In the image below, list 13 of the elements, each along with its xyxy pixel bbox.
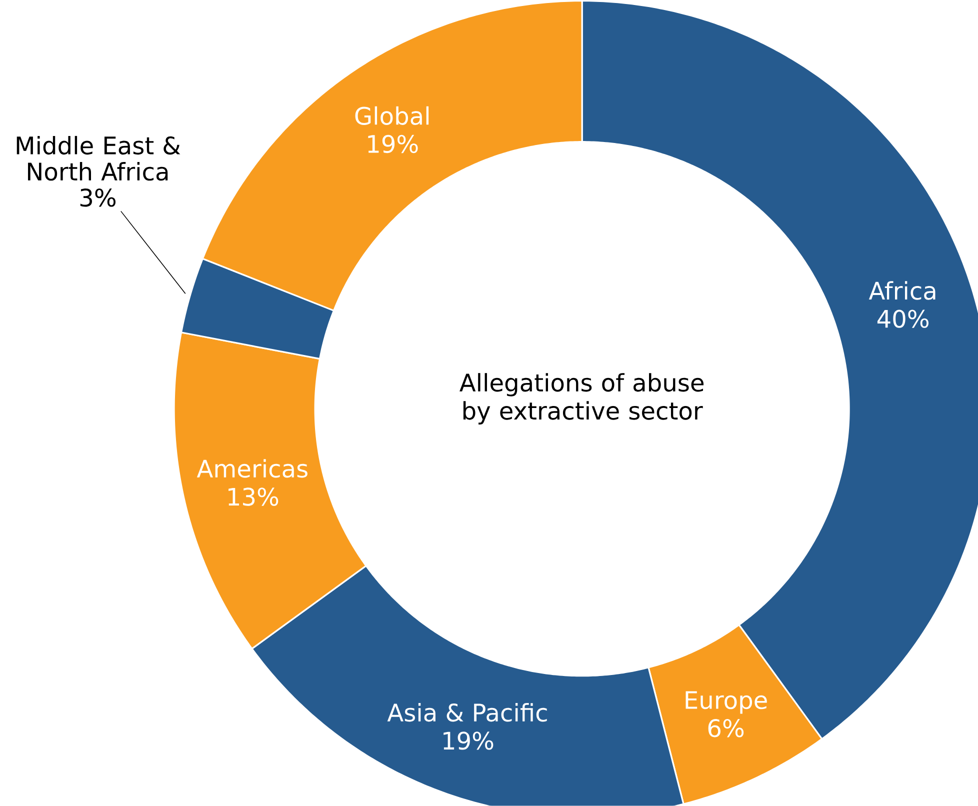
data-label: 3% [80,188,116,207]
slice-label: Asia & Pacific [387,703,547,722]
data-label: 19% [444,732,494,750]
slice-label: Middle East & North Africa [16,136,180,181]
data-label: 13% [228,488,278,506]
data-label: 19% [368,134,418,154]
slice-label: Global [355,106,429,126]
slice-label: Africa [868,281,936,300]
text: Allegations of abuse by extractive sector [460,373,704,425]
data-label: 40% [877,310,928,328]
slice-label: Americas [196,459,308,478]
slice-label: Europe [686,691,767,714]
data-label: 6% [708,719,744,738]
